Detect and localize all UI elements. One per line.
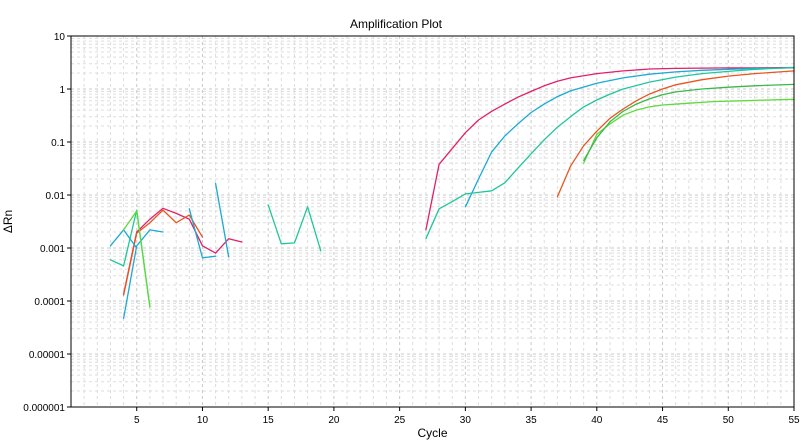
series-3-line-3: [188, 208, 217, 259]
series-1-line-1: [122, 207, 243, 295]
x-tick-label: 35: [526, 415, 538, 426]
x-axis-ticks: 5 10 15 20 25 30 35 40 45 50 55: [134, 407, 800, 426]
y-tick-label: 10: [54, 32, 66, 43]
y-tick-label: 1: [59, 85, 65, 96]
y-tick-label: 0.00001: [29, 350, 66, 361]
chart-title: Amplification Plot: [350, 17, 443, 31]
y-axis-label: ΔRn: [1, 210, 15, 233]
series-5-line-2: [583, 98, 795, 164]
series-6-line-1: [583, 83, 795, 162]
series-4-line-2: [267, 204, 322, 252]
series-3-line-1: [109, 229, 138, 249]
x-tick-label: 50: [723, 415, 735, 426]
series-3-line-2: [122, 229, 164, 320]
series-2-line-2: [556, 70, 795, 198]
x-tick-label: 55: [788, 415, 800, 426]
series-3-line-5: [464, 67, 795, 208]
y-tick-label: 0.1: [51, 138, 65, 149]
y-tick-label: 0.01: [46, 191, 66, 202]
x-tick-label: 5: [134, 415, 140, 426]
x-tick-label: 15: [263, 415, 275, 426]
y-tick-label: 0.001: [40, 244, 65, 255]
x-tick-label: 30: [460, 415, 472, 426]
x-tick-label: 45: [657, 415, 669, 426]
x-tick-label: 10: [197, 415, 209, 426]
series-3-line-4: [214, 182, 230, 258]
y-axis-ticks: 0.000001 0.00001 0.0001 0.001 0.01 0.1 1 10: [23, 32, 71, 414]
series-4-line-3: [425, 66, 795, 240]
y-tick-label: 0.0001: [34, 297, 65, 308]
x-tick-label: 20: [328, 415, 340, 426]
series-2-line-1: [122, 209, 204, 296]
y-tick-label: 0.000001: [23, 403, 65, 414]
x-tick-label: 25: [394, 415, 406, 426]
plot-frame: [70, 35, 795, 408]
x-axis-label: Cycle: [417, 426, 447, 440]
series-layer: [109, 66, 795, 320]
series-1-line-2: [425, 66, 795, 231]
series-5-line-1: [122, 210, 151, 308]
x-tick-label: 40: [591, 415, 603, 426]
